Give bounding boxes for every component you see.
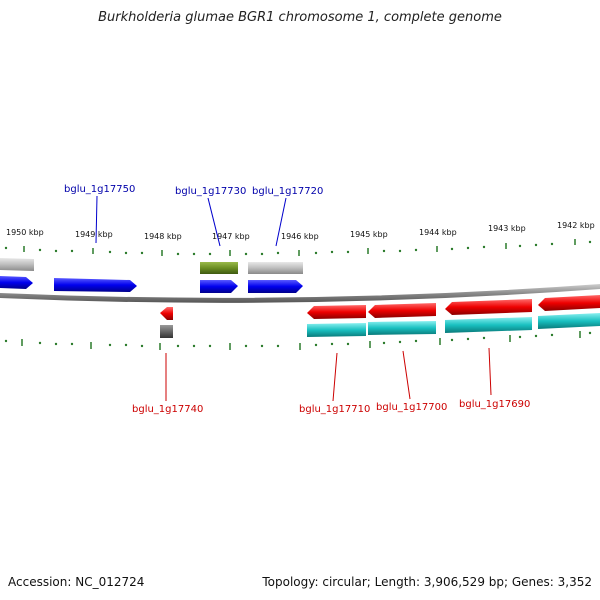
tick-label-1942: 1942 kbp bbox=[557, 221, 595, 230]
gene-label-bglu_1g17720[interactable]: bglu_1g17720 bbox=[252, 186, 323, 197]
genome-backbone bbox=[0, 284, 600, 303]
tick-label-1944: 1944 kbp bbox=[419, 228, 457, 237]
tick-label-1945: 1945 kbp bbox=[350, 230, 388, 239]
top-gene-labels: bglu_1g17750 bglu_1g17730 bglu_1g17720 bbox=[64, 184, 323, 247]
feature-cds-cyan-1[interactable] bbox=[307, 323, 366, 337]
gene-arrow-forward-4[interactable] bbox=[248, 280, 303, 293]
lower-tick-row bbox=[4, 331, 592, 350]
gene-label-bglu_1g17690[interactable]: bglu_1g17690 bbox=[459, 399, 530, 410]
feature-cds-cyan-2[interactable] bbox=[368, 321, 436, 335]
gene-arrow-reverse-4[interactable] bbox=[445, 299, 532, 315]
gene-arrow-reverse-1[interactable] bbox=[160, 307, 173, 320]
tick-label-1947: 1947 kbp bbox=[212, 232, 250, 241]
upper-tick-row bbox=[4, 239, 592, 256]
feature-green-rna[interactable] bbox=[200, 262, 238, 274]
gene-arrow-reverse-2[interactable] bbox=[307, 305, 366, 319]
tick-labels: 1950 kbp 1949 kbp 1948 kbp 1947 kbp 1946… bbox=[6, 221, 595, 241]
gene-arrow-forward-3[interactable] bbox=[200, 280, 238, 293]
accession-text: Accession: NC_012724 bbox=[8, 575, 145, 589]
gene-label-bglu_1g17750[interactable]: bglu_1g17750 bbox=[64, 184, 135, 195]
genome-summary-text: Topology: circular; Length: 3,906,529 bp… bbox=[262, 575, 592, 589]
map-title: Burkholderia glumae BGR1 chromosome 1, c… bbox=[98, 10, 502, 25]
bottom-gene-labels: bglu_1g17740 bglu_1g17710 bglu_1g17700 b… bbox=[132, 347, 530, 415]
gene-label-bglu_1g17710[interactable]: bglu_1g17710 bbox=[299, 404, 370, 415]
gene-arrow-forward-1[interactable] bbox=[0, 276, 33, 289]
gene-label-bglu_1g17730[interactable]: bglu_1g17730 bbox=[175, 186, 246, 197]
feature-gray-pseudo[interactable] bbox=[248, 262, 303, 274]
tick-label-1943: 1943 kbp bbox=[488, 224, 526, 233]
gene-label-bglu_1g17700[interactable]: bglu_1g17700 bbox=[376, 402, 447, 413]
feature-gray-left[interactable] bbox=[0, 258, 34, 271]
tick-label-1946: 1946 kbp bbox=[281, 232, 319, 241]
gene-arrow-forward-2[interactable] bbox=[54, 278, 137, 292]
tick-label-1949: 1949 kbp bbox=[75, 230, 113, 239]
gene-arrow-reverse-3[interactable] bbox=[368, 303, 436, 318]
gene-arrow-reverse-5[interactable] bbox=[538, 295, 600, 311]
tick-label-1948: 1948 kbp bbox=[144, 232, 182, 241]
gene-label-bglu_1g17740[interactable]: bglu_1g17740 bbox=[132, 404, 203, 415]
feature-cds-cyan-3[interactable] bbox=[445, 317, 532, 333]
feature-cds-cyan-4[interactable] bbox=[538, 313, 600, 329]
tick-label-1950: 1950 kbp bbox=[6, 228, 44, 237]
feature-dark-gray[interactable] bbox=[160, 325, 173, 338]
